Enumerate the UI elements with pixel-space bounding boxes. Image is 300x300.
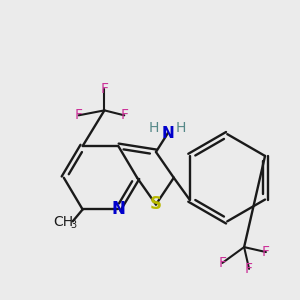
- Text: F: F: [262, 245, 270, 259]
- Text: 3: 3: [71, 220, 77, 230]
- Text: N: N: [111, 200, 125, 218]
- Text: CH: CH: [53, 215, 73, 229]
- Text: H: H: [176, 121, 186, 135]
- Text: F: F: [75, 108, 83, 122]
- Text: F: F: [120, 108, 128, 122]
- Text: N: N: [161, 126, 174, 141]
- Text: S: S: [150, 196, 162, 214]
- Text: H: H: [149, 121, 159, 135]
- Text: F: F: [245, 262, 253, 276]
- Text: F: F: [218, 256, 226, 270]
- Text: F: F: [100, 82, 108, 96]
